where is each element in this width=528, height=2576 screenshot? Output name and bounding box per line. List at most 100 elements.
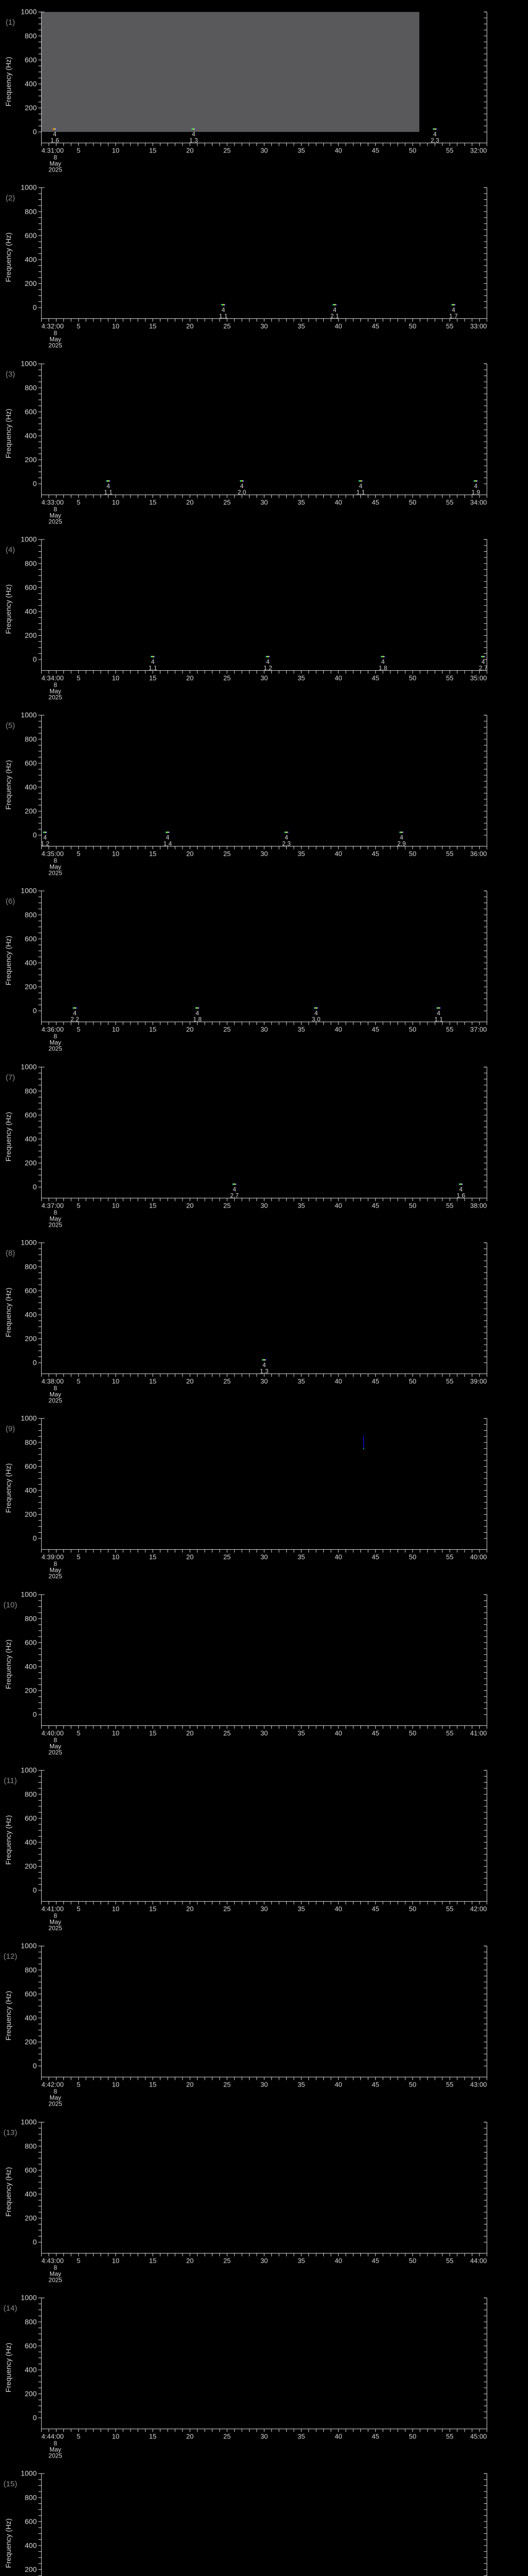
svg-text:400: 400 (25, 607, 37, 615)
svg-text:55: 55 (446, 1201, 453, 1209)
svg-text:15: 15 (149, 850, 156, 858)
svg-text:800: 800 (25, 1790, 37, 1798)
svg-text:1000: 1000 (21, 183, 37, 192)
svg-text:200: 200 (25, 2038, 37, 2046)
svg-text:15: 15 (149, 2257, 156, 2264)
svg-text:2.7: 2.7 (230, 1192, 239, 1199)
svg-text:35: 35 (298, 1026, 305, 1033)
svg-text:0: 0 (33, 1710, 37, 1718)
svg-text:4:40:00: 4:40:00 (41, 1729, 63, 1737)
svg-text:35: 35 (298, 1905, 305, 1912)
svg-text:400: 400 (25, 2365, 37, 2374)
svg-text:35: 35 (298, 1729, 305, 1737)
svg-text:200: 200 (25, 1159, 37, 1167)
svg-text:Frequency (Hz): Frequency (Hz) (4, 2343, 12, 2392)
svg-text:25: 25 (223, 1729, 230, 1737)
svg-text:25: 25 (223, 2432, 230, 2440)
svg-text:15: 15 (149, 674, 156, 682)
svg-text:1000: 1000 (21, 8, 37, 16)
svg-text:2025: 2025 (48, 1749, 62, 1756)
svg-text:200: 200 (25, 1510, 37, 1518)
svg-text:600: 600 (25, 2165, 37, 2174)
svg-text:40:00: 40:00 (470, 1553, 487, 1561)
svg-text:Frequency (Hz): Frequency (Hz) (4, 1112, 12, 1161)
svg-text:4:39:00: 4:39:00 (41, 1553, 63, 1561)
svg-text:25: 25 (223, 2081, 230, 2089)
svg-text:55: 55 (446, 2432, 453, 2440)
svg-text:10: 10 (112, 850, 119, 858)
svg-text:600: 600 (25, 935, 37, 943)
svg-text:(5): (5) (6, 721, 15, 730)
svg-text:(13): (13) (4, 2128, 18, 2137)
svg-text:5: 5 (77, 674, 80, 682)
svg-text:2025: 2025 (48, 342, 62, 349)
svg-text:1.8: 1.8 (378, 664, 387, 671)
svg-text:0: 0 (33, 128, 37, 136)
svg-text:800: 800 (25, 1262, 37, 1270)
svg-text:15: 15 (149, 323, 156, 330)
svg-text:20: 20 (186, 2257, 193, 2264)
svg-text:400: 400 (25, 783, 37, 791)
svg-text:36:00: 36:00 (470, 850, 487, 858)
svg-text:4:32:00: 4:32:00 (41, 323, 63, 330)
svg-text:800: 800 (25, 2142, 37, 2150)
svg-text:1.1: 1.1 (148, 664, 157, 671)
svg-text:42:00: 42:00 (470, 1905, 487, 1912)
svg-text:40: 40 (335, 2257, 342, 2264)
svg-text:2025: 2025 (48, 2452, 62, 2459)
svg-text:(12): (12) (4, 1952, 18, 1961)
svg-text:800: 800 (25, 383, 37, 392)
svg-text:25: 25 (223, 323, 230, 330)
svg-text:25: 25 (223, 1378, 230, 1385)
svg-text:1000: 1000 (21, 359, 37, 367)
svg-text:800: 800 (25, 1438, 37, 1447)
svg-text:2025: 2025 (48, 1397, 62, 1404)
svg-text:(14): (14) (4, 2304, 18, 2313)
svg-text:(15): (15) (4, 2480, 18, 2488)
svg-text:20: 20 (186, 1905, 193, 1912)
svg-text:55: 55 (446, 1905, 453, 1912)
svg-text:39:00: 39:00 (470, 1378, 487, 1385)
svg-text:55: 55 (446, 850, 453, 858)
svg-text:10: 10 (112, 323, 119, 330)
svg-text:30: 30 (260, 2432, 268, 2440)
svg-text:34:00: 34:00 (470, 498, 487, 506)
svg-text:2025: 2025 (48, 166, 62, 173)
svg-text:(10): (10) (4, 1601, 18, 1609)
svg-text:4:37:00: 4:37:00 (41, 1201, 63, 1209)
svg-text:1.4: 1.4 (163, 840, 172, 848)
svg-text:40: 40 (335, 850, 342, 858)
svg-text:55: 55 (446, 1026, 453, 1033)
svg-text:40: 40 (335, 1026, 342, 1033)
svg-text:1.1: 1.1 (104, 488, 113, 496)
svg-text:4:33:00: 4:33:00 (41, 498, 63, 506)
svg-text:2.3: 2.3 (431, 137, 439, 144)
svg-text:(4): (4) (6, 546, 15, 554)
svg-text:5: 5 (77, 1378, 80, 1385)
svg-text:2025: 2025 (48, 1221, 62, 1228)
svg-text:4:41:00: 4:41:00 (41, 1905, 63, 1912)
svg-text:50: 50 (409, 2432, 416, 2440)
svg-text:55: 55 (446, 146, 453, 154)
svg-text:15: 15 (149, 1729, 156, 1737)
svg-text:45: 45 (372, 2432, 379, 2440)
svg-text:20: 20 (186, 1201, 193, 1209)
svg-text:1000: 1000 (21, 1590, 37, 1598)
svg-text:1.7: 1.7 (449, 313, 458, 320)
svg-text:200: 200 (25, 104, 37, 112)
svg-text:30: 30 (260, 498, 268, 506)
svg-text:40: 40 (335, 323, 342, 330)
svg-text:5: 5 (77, 2257, 80, 2264)
svg-text:10: 10 (112, 1729, 119, 1737)
svg-text:0: 0 (33, 2238, 37, 2246)
svg-text:800: 800 (25, 1966, 37, 1974)
svg-text:400: 400 (25, 2541, 37, 2550)
svg-text:10: 10 (112, 1378, 119, 1385)
svg-text:4:34:00: 4:34:00 (41, 674, 63, 682)
svg-text:20: 20 (186, 1378, 193, 1385)
svg-text:400: 400 (25, 256, 37, 264)
svg-text:15: 15 (149, 146, 156, 154)
svg-text:1.1: 1.1 (356, 488, 365, 496)
svg-text:1000: 1000 (21, 887, 37, 895)
svg-text:5: 5 (77, 146, 80, 154)
